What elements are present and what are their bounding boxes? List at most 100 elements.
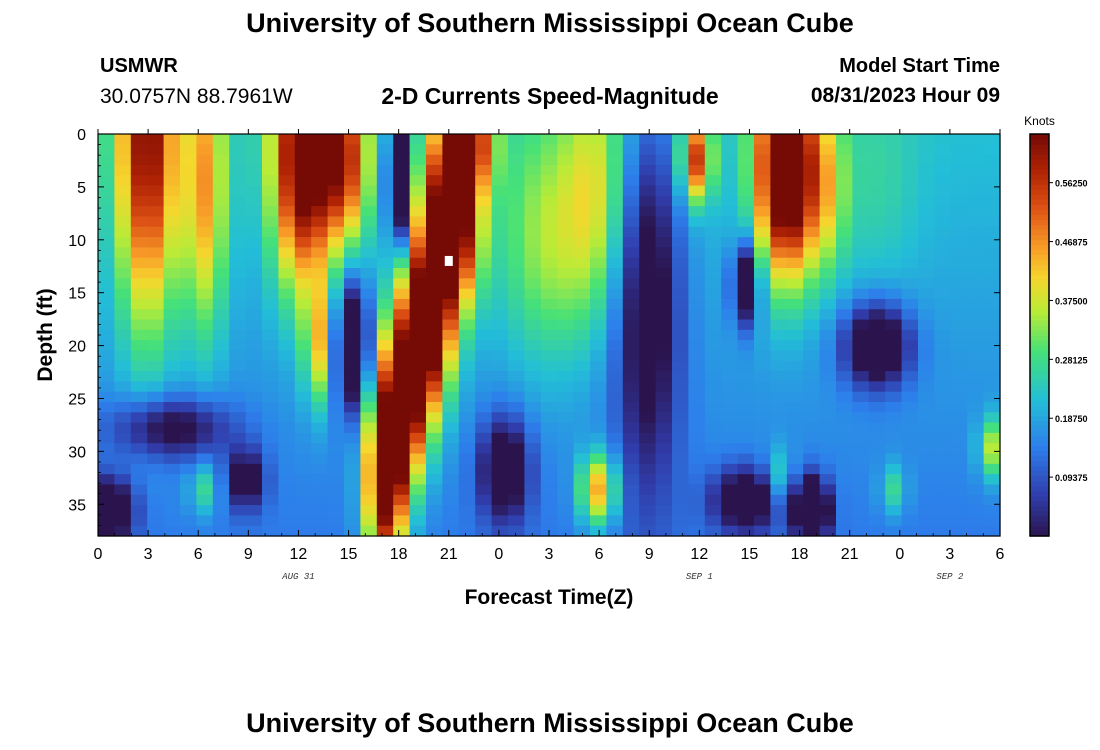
heatmap-cell — [885, 463, 903, 475]
heatmap-cell — [721, 309, 739, 321]
heatmap-cell — [819, 474, 837, 486]
heatmap-cell — [426, 340, 443, 352]
heatmap-cell — [672, 391, 689, 403]
heatmap-cell — [114, 226, 132, 238]
heatmap-cell — [704, 340, 722, 352]
colorbar-segment — [1030, 144, 1049, 150]
heatmap-cell — [393, 412, 411, 424]
heatmap-cell — [458, 164, 476, 176]
heatmap-cell — [508, 288, 525, 300]
heatmap-cell — [983, 144, 1001, 156]
heatmap-cell — [737, 195, 755, 207]
heatmap-cell — [852, 185, 870, 197]
heatmap-cell — [524, 340, 542, 352]
heatmap-cell — [672, 505, 689, 516]
heatmap-cell — [737, 494, 755, 506]
heatmap-cell — [786, 371, 804, 382]
heatmap-cell — [639, 195, 657, 207]
heatmap-cell — [688, 288, 706, 300]
heatmap-cell — [737, 288, 755, 300]
heatmap-cell — [163, 134, 181, 145]
heatmap-cell — [212, 402, 230, 413]
heatmap-cell — [426, 247, 443, 259]
heatmap-cell — [885, 164, 903, 176]
heatmap-cell — [786, 340, 804, 352]
heatmap-cell — [770, 288, 788, 300]
heatmap-cell — [524, 144, 542, 156]
heatmap-cell — [918, 175, 935, 187]
heatmap-cell — [163, 432, 181, 444]
heatmap-cell — [672, 309, 689, 321]
heatmap-cell — [311, 134, 329, 145]
heatmap-cell — [98, 134, 115, 145]
heatmap-cell — [524, 134, 542, 145]
heatmap-cell — [672, 175, 689, 187]
heatmap-cell — [590, 412, 607, 424]
heatmap-cell — [655, 505, 673, 516]
heatmap-cell — [836, 340, 853, 352]
heatmap-cell — [770, 474, 788, 486]
heatmap-cell — [311, 412, 329, 424]
heatmap-cell — [376, 134, 394, 145]
heatmap-cell — [327, 525, 345, 537]
heatmap-cell — [458, 226, 476, 238]
heatmap-cell — [770, 432, 788, 444]
heatmap-cell — [212, 175, 230, 187]
heatmap-cell — [967, 463, 985, 475]
heatmap-cell — [819, 515, 837, 527]
colorbar-segment — [1030, 249, 1049, 256]
heatmap-cell — [672, 298, 689, 310]
heatmap-cell — [737, 340, 755, 352]
heatmap-cell — [868, 195, 886, 207]
heatmap-cell — [426, 206, 443, 218]
heatmap-cell — [114, 154, 132, 166]
heatmap-cell — [983, 154, 1001, 166]
heatmap-cell — [983, 237, 1001, 248]
heatmap-cell — [836, 154, 853, 166]
heatmap-cell — [573, 206, 591, 218]
heatmap-cell — [294, 371, 312, 382]
heatmap-cell — [934, 484, 952, 496]
heatmap-cell — [114, 298, 132, 310]
heatmap-cell — [163, 195, 181, 207]
heatmap-cell — [688, 422, 706, 434]
heatmap-cell — [409, 453, 427, 465]
heatmap-cell — [376, 474, 394, 486]
heatmap-cell — [294, 484, 312, 496]
heatmap-cell — [885, 360, 903, 372]
heatmap-cell — [114, 237, 132, 248]
heatmap-cell — [426, 525, 443, 537]
heatmap-cell — [770, 422, 788, 434]
heatmap-cell — [967, 350, 985, 362]
heatmap-cell — [327, 288, 345, 300]
heatmap-cell — [819, 144, 837, 156]
heatmap-cell — [704, 298, 722, 310]
heatmap-cell — [360, 494, 378, 506]
heatmap-cell — [540, 309, 558, 321]
heatmap-cell — [344, 329, 361, 341]
heatmap-cell — [819, 257, 837, 269]
heatmap-cell — [344, 432, 361, 444]
heatmap-cell — [540, 144, 558, 156]
heatmap-cell — [393, 422, 411, 434]
colorbar-segment — [1030, 390, 1049, 396]
heatmap-cell — [950, 453, 968, 465]
heatmap-cell — [524, 525, 542, 537]
heatmap-cell — [98, 268, 115, 279]
heatmap-cell — [836, 226, 853, 238]
heatmap-cell — [524, 463, 542, 475]
heatmap-cell — [130, 463, 148, 475]
heatmap-cell — [196, 319, 214, 331]
heatmap-cell — [327, 360, 345, 372]
heatmap-cell — [754, 350, 771, 362]
heatmap-cell — [868, 175, 886, 187]
heatmap-cell — [278, 505, 296, 516]
heatmap-cell — [852, 288, 870, 300]
heatmap-cell — [672, 319, 689, 331]
heatmap-cell — [918, 237, 935, 248]
heatmap-cell — [294, 350, 312, 362]
heatmap-cell — [803, 453, 821, 465]
colorbar-segment — [1030, 335, 1049, 341]
heatmap-cell — [540, 206, 558, 218]
heatmap-cell — [147, 340, 165, 352]
